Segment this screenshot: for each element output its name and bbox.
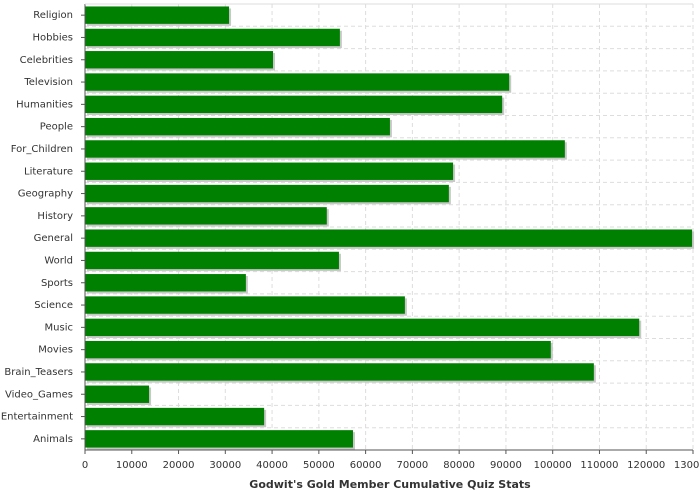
- x-tick-label: 20000: [163, 460, 195, 471]
- y-tick-label: Sports: [41, 278, 73, 289]
- x-tick-label: 0: [82, 460, 88, 471]
- y-tick-label: Geography: [18, 189, 73, 200]
- x-tick-label: 80000: [443, 460, 475, 471]
- bar: [85, 385, 150, 403]
- bar: [85, 184, 449, 203]
- y-tick-label: For_Children: [11, 144, 73, 155]
- y-tick-label: Movies: [38, 345, 73, 356]
- y-tick-label: People: [40, 122, 73, 133]
- y-tick-label: Science: [34, 300, 73, 311]
- bar: [85, 296, 405, 314]
- y-tick-label: Hobbies: [33, 32, 73, 43]
- y-tick-label: Religion: [33, 10, 73, 21]
- x-tick-label: 90000: [490, 460, 522, 471]
- bar: [85, 407, 265, 426]
- bar: [85, 6, 230, 24]
- x-tick-label: 120000: [627, 460, 665, 471]
- y-tick-label: General: [34, 233, 73, 244]
- bar: [85, 117, 390, 136]
- y-tick-label: Brain_Teasers: [4, 367, 73, 378]
- bar: [85, 73, 510, 91]
- y-tick-label: Music: [45, 322, 73, 333]
- x-tick-label: 40000: [256, 460, 288, 471]
- y-tick-label: Literature: [24, 166, 73, 177]
- bar: [85, 162, 454, 180]
- x-tick-label: 130000: [674, 460, 700, 471]
- bar: [85, 140, 565, 158]
- x-tick-label: 50000: [303, 460, 335, 471]
- x-tick-label: 60000: [350, 460, 382, 471]
- x-axis-title: Godwit's Gold Member Cumulative Quiz Sta…: [249, 478, 531, 491]
- y-tick-label: Video_Games: [5, 389, 73, 400]
- bar: [85, 430, 353, 448]
- x-tick-label: 110000: [580, 460, 618, 471]
- x-tick-label: 10000: [116, 460, 148, 471]
- y-tick-label: Humanities: [16, 99, 73, 110]
- x-tick-label: 100000: [534, 460, 572, 471]
- y-tick-label: Animals: [33, 434, 73, 445]
- bar: [85, 274, 246, 292]
- y-tick-label: History: [37, 211, 73, 222]
- y-tick-label: World: [44, 255, 73, 266]
- bar: [85, 95, 503, 114]
- bar: [85, 251, 339, 270]
- y-tick-label: Celebrities: [20, 55, 73, 66]
- bar: [85, 340, 551, 359]
- bar: [85, 363, 594, 381]
- x-tick-label: 30000: [209, 460, 241, 471]
- bar: [85, 207, 327, 225]
- bar: [85, 51, 274, 69]
- x-tick-label: 70000: [396, 460, 428, 471]
- bar: [85, 318, 640, 337]
- bar: [85, 229, 693, 247]
- bar: [85, 28, 340, 47]
- y-tick-label: Television: [23, 77, 73, 88]
- y-tick-label: Entertainment: [1, 412, 73, 423]
